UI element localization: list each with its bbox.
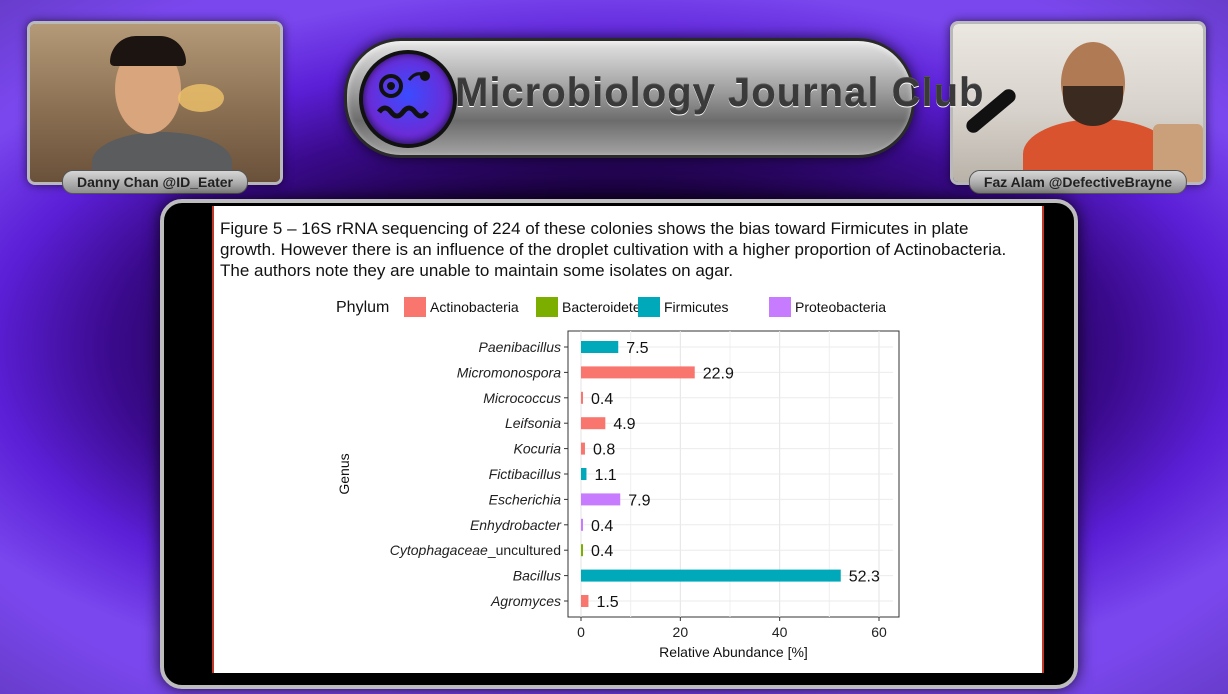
legend-label: Firmicutes [664, 299, 729, 315]
genus-name: Escherichia [489, 491, 562, 507]
data-label: 7.9 [628, 492, 650, 509]
bar [581, 569, 841, 582]
legend-title: Phylum [336, 299, 389, 316]
bar [581, 493, 621, 506]
bar [581, 442, 585, 455]
y-tick-label: Micrococcus [483, 390, 561, 406]
y-tick-label: Bacillus [513, 568, 561, 584]
bar [581, 595, 589, 607]
lamp [178, 84, 224, 112]
x-tick-label: 20 [673, 624, 689, 640]
y-tick-label: Kocuria [514, 441, 562, 457]
bar [581, 544, 583, 557]
genus-name: Micrococcus [483, 390, 561, 406]
legend-label: Bacteroidetes [562, 299, 648, 315]
legend-swatch [404, 297, 426, 317]
webcam-left-video [30, 24, 280, 182]
legend-swatch [638, 297, 660, 317]
legend-swatch [536, 297, 558, 317]
participant-name-tag: Faz Alam @DefectiveBrayne [968, 170, 1188, 194]
y-axis-title: Genus [336, 453, 352, 494]
banner-title: Microbiology Journal Club [455, 71, 985, 115]
genus-name: Fictibacillus [489, 466, 561, 482]
bar [581, 391, 583, 404]
y-tick-label: Cytophagaceae_uncultured [390, 542, 561, 558]
genus-name: Paenibacillus [479, 339, 562, 355]
y-tick-label: Micromonospora [457, 364, 561, 380]
data-label: 4.9 [613, 416, 635, 433]
genus-name: Bacillus [513, 568, 561, 584]
figure-caption: Figure 5 – 16S rRNA sequencing of 224 of… [220, 219, 1007, 280]
data-label: 7.5 [626, 340, 648, 357]
data-label: 22.9 [703, 365, 734, 382]
x-tick-label: 40 [772, 624, 788, 640]
genus-name: Kocuria [514, 441, 562, 457]
data-label: 0.4 [591, 543, 613, 560]
legend-label: Proteobacteria [795, 299, 886, 315]
y-tick-label: Enhydrobacter [470, 517, 562, 533]
y-tick-label: Fictibacillus [489, 466, 561, 482]
data-label: 0.4 [591, 391, 613, 408]
data-label: 52.3 [849, 569, 880, 586]
bar [581, 518, 583, 531]
genus-name: Enhydrobacter [470, 517, 562, 533]
x-axis-title: Relative Abundance [%] [659, 644, 808, 660]
bar [581, 468, 587, 480]
genus-suffix: _uncultured [487, 542, 561, 558]
slide: Figure 5 – 16S rRNA sequencing of 224 of… [212, 206, 1044, 673]
person-hair [110, 36, 186, 66]
y-tick-label: Paenibacillus [479, 339, 562, 355]
webcam-right: Faz Alam @DefectiveBrayne [950, 21, 1206, 194]
microbe-logo-icon [359, 50, 457, 148]
participant-name-tag: Danny Chan @ID_Eater [61, 170, 249, 194]
y-tick-label: Leifsonia [505, 415, 561, 431]
legend-label: Actinobacteria [430, 299, 519, 315]
data-label: 1.5 [596, 594, 618, 611]
bar-chart: 7.5 Paenibacillus 22.9 Micromonospora 0.4 Mic… [336, 297, 900, 660]
legend-swatch [769, 297, 791, 317]
bar [581, 366, 695, 379]
y-tick-label: Escherichia [489, 491, 562, 507]
x-tick-label: 0 [577, 624, 585, 640]
y-tick-label: Agromyces [490, 593, 561, 609]
data-label: 0.4 [591, 518, 613, 535]
genus-name: Micromonospora [457, 364, 561, 380]
genus-name: Agromyces [490, 593, 561, 609]
data-label: 0.8 [593, 442, 615, 459]
genus-name: Leifsonia [505, 415, 561, 431]
bar [581, 341, 619, 353]
x-tick-label: 60 [871, 624, 887, 640]
data-label: 1.1 [594, 467, 616, 484]
webcam-left: Danny Chan @ID_Eater [27, 21, 283, 194]
webcam-right-video [953, 24, 1203, 182]
bar [581, 417, 606, 430]
genus-name: Cytophagaceae [390, 542, 488, 558]
title-banner: Microbiology Journal Club [344, 38, 985, 158]
